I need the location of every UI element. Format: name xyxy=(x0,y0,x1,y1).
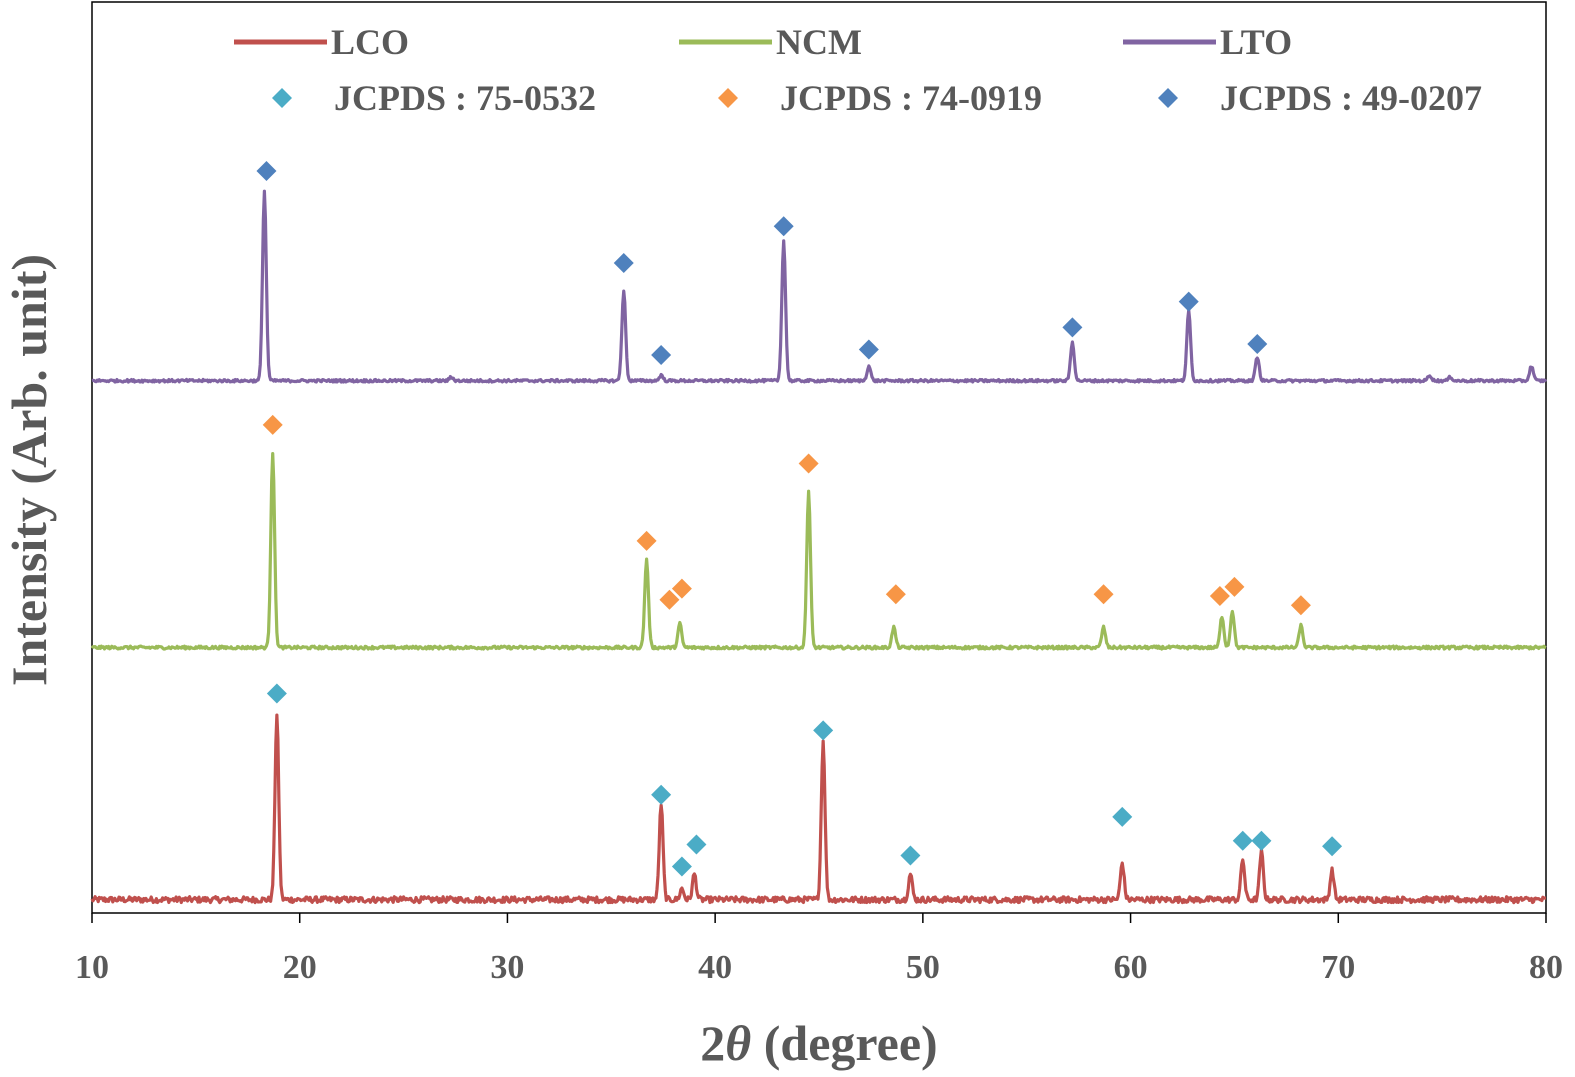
x-tick-label: 30 xyxy=(490,949,524,986)
reference-marker-jcpds-75-0532 xyxy=(1322,836,1343,857)
reference-marker-jcpds-75-0532 xyxy=(900,845,921,866)
reference-marker-jcpds-49-0207 xyxy=(256,161,277,181)
reference-marker-jcpds-74-0919 xyxy=(659,589,680,610)
series-line-ncm xyxy=(90,451,1547,651)
legend-label-lto: LTO xyxy=(1220,22,1292,62)
reference-marker-jcpds-75-0532 xyxy=(813,720,834,741)
legend: LCO NCM LTO JCPDS : 75-0532 JCPDS : 74-0919 J… xyxy=(234,22,1482,118)
legend-label-ncm: NCM xyxy=(776,22,862,62)
reference-marker-jcpds-75-0532 xyxy=(651,784,672,805)
y-axis-title: Intensity (Arb. unit) xyxy=(1,254,57,686)
reference-marker-jcpds-49-0207 xyxy=(858,339,879,360)
series-layer xyxy=(90,189,1548,905)
marker-layer xyxy=(256,161,1343,877)
reference-marker-jcpds-49-0207 xyxy=(613,253,634,273)
x-axis-title-suffix: (degree) xyxy=(751,1015,937,1071)
reference-marker-jcpds-49-0207 xyxy=(1062,317,1083,338)
reference-marker-jcpds-74-0919 xyxy=(798,453,819,474)
reference-marker-jcpds-74-0919 xyxy=(636,530,657,551)
x-axis: 10 20 30 40 50 60 70 80 xyxy=(75,913,1563,986)
reference-marker-jcpds-75-0532 xyxy=(671,856,692,877)
x-tick-label: 20 xyxy=(283,949,317,986)
reference-marker-jcpds-74-0919 xyxy=(1093,584,1114,605)
x-tick-label: 50 xyxy=(906,949,940,986)
reference-marker-jcpds-75-0532 xyxy=(1232,830,1253,851)
legend-label-jcpds-75-0532: JCPDS : 75-0532 xyxy=(334,78,596,118)
x-tick-label: 80 xyxy=(1529,949,1563,986)
reference-marker-jcpds-74-0919 xyxy=(262,414,283,435)
reference-marker-jcpds-74-0919 xyxy=(671,578,692,599)
reference-marker-jcpds-49-0207 xyxy=(773,216,794,237)
reference-marker-jcpds-74-0919 xyxy=(885,584,906,605)
legend-swatch-jcpds-74-0919 xyxy=(718,88,738,108)
reference-marker-jcpds-74-0919 xyxy=(1209,586,1230,607)
reference-marker-jcpds-75-0532 xyxy=(1251,830,1272,851)
reference-marker-jcpds-75-0532 xyxy=(266,683,287,704)
reference-marker-jcpds-49-0207 xyxy=(651,345,672,365)
reference-marker-jcpds-49-0207 xyxy=(1178,291,1199,312)
x-axis-title: 2θ (degree) xyxy=(700,1015,937,1071)
legend-label-lco: LCO xyxy=(331,22,409,62)
series-line-lco xyxy=(90,713,1547,905)
reference-marker-jcpds-74-0919 xyxy=(1224,576,1245,597)
legend-swatch-jcpds-49-0207 xyxy=(1158,88,1178,108)
x-tick-label: 70 xyxy=(1321,949,1355,986)
x-tick-label: 10 xyxy=(75,949,109,986)
x-axis-title-prefix: 2 xyxy=(700,1015,725,1071)
legend-swatch-jcpds-75-0532 xyxy=(272,88,292,108)
legend-label-jcpds-49-0207: JCPDS : 49-0207 xyxy=(1220,78,1482,118)
legend-label-jcpds-74-0919: JCPDS : 74-0919 xyxy=(780,78,1042,118)
reference-marker-jcpds-49-0207 xyxy=(1247,333,1268,354)
reference-marker-jcpds-75-0532 xyxy=(686,834,707,855)
reference-marker-jcpds-75-0532 xyxy=(1112,806,1133,827)
x-axis-title-symbol: θ xyxy=(725,1015,751,1071)
plot-frame xyxy=(91,1,1547,914)
series-line-lto xyxy=(91,189,1548,384)
reference-marker-jcpds-74-0919 xyxy=(1290,595,1311,616)
x-tick-label: 60 xyxy=(1114,949,1148,986)
x-tick-label: 40 xyxy=(698,949,732,986)
